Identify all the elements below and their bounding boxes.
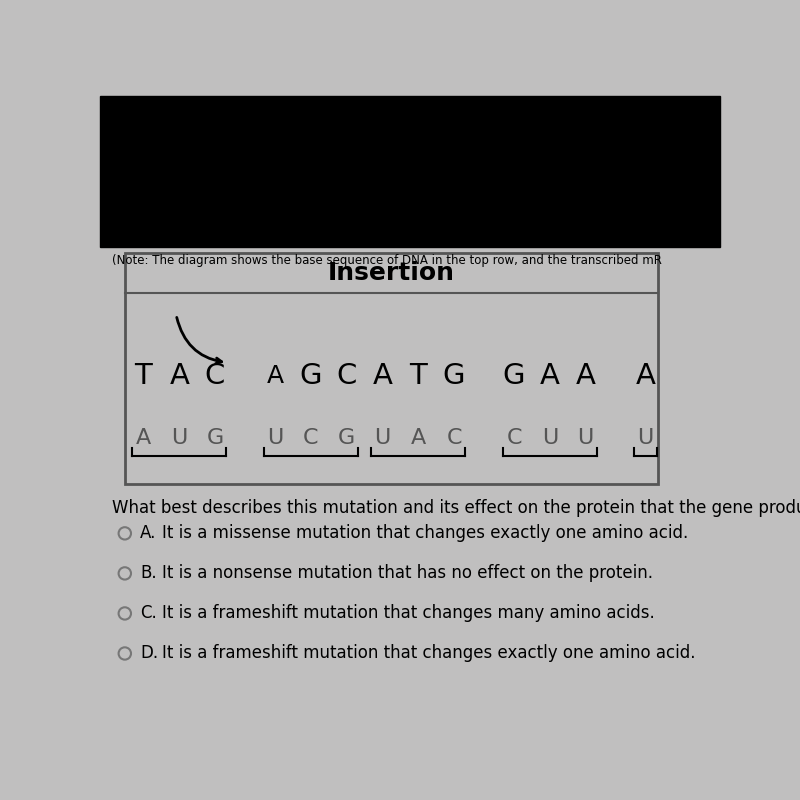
Text: Insertion: Insertion	[328, 261, 455, 285]
Text: It is a missense mutation that changes exactly one amino acid.: It is a missense mutation that changes e…	[162, 524, 688, 542]
Text: A: A	[636, 362, 655, 390]
Text: It is a nonsense mutation that has no effect on the protein.: It is a nonsense mutation that has no ef…	[162, 565, 653, 582]
Text: G: G	[338, 428, 355, 448]
Text: C: C	[446, 428, 462, 448]
Text: C: C	[337, 362, 357, 390]
Text: What best describes this mutation and its effect on the protein that the gene pr: What best describes this mutation and it…	[112, 499, 800, 518]
Text: A: A	[540, 362, 560, 390]
Text: U: U	[578, 428, 594, 448]
Text: A: A	[170, 362, 189, 390]
Text: A: A	[136, 428, 151, 448]
Text: G: G	[502, 362, 526, 390]
Text: G: G	[299, 362, 322, 390]
Text: C.: C.	[140, 605, 157, 622]
Text: A: A	[266, 364, 283, 388]
Text: A.: A.	[140, 524, 157, 542]
Text: T: T	[410, 362, 427, 390]
Text: G: G	[443, 362, 466, 390]
Bar	[125, 253, 658, 484]
Text: A: A	[576, 362, 596, 390]
Text: C: C	[506, 428, 522, 448]
Text: It is a frameshift mutation that changes exactly one amino acid.: It is a frameshift mutation that changes…	[162, 645, 695, 662]
Text: A: A	[373, 362, 392, 390]
Text: A: A	[410, 428, 426, 448]
Text: C: C	[205, 362, 226, 390]
Text: U: U	[171, 428, 187, 448]
Text: U: U	[638, 428, 654, 448]
Text: G: G	[206, 428, 224, 448]
Text: U: U	[542, 428, 558, 448]
Text: B.: B.	[140, 565, 157, 582]
Text: U: U	[267, 428, 283, 448]
Text: U: U	[374, 428, 390, 448]
Text: (Note: The diagram shows the base sequence of DNA in the top row, and the transc: (Note: The diagram shows the base sequen…	[112, 254, 662, 267]
Text: C: C	[303, 428, 318, 448]
Text: D.: D.	[140, 645, 158, 662]
Bar	[100, 96, 720, 247]
Text: It is a frameshift mutation that changes many amino acids.: It is a frameshift mutation that changes…	[162, 605, 654, 622]
Text: T: T	[134, 362, 152, 390]
